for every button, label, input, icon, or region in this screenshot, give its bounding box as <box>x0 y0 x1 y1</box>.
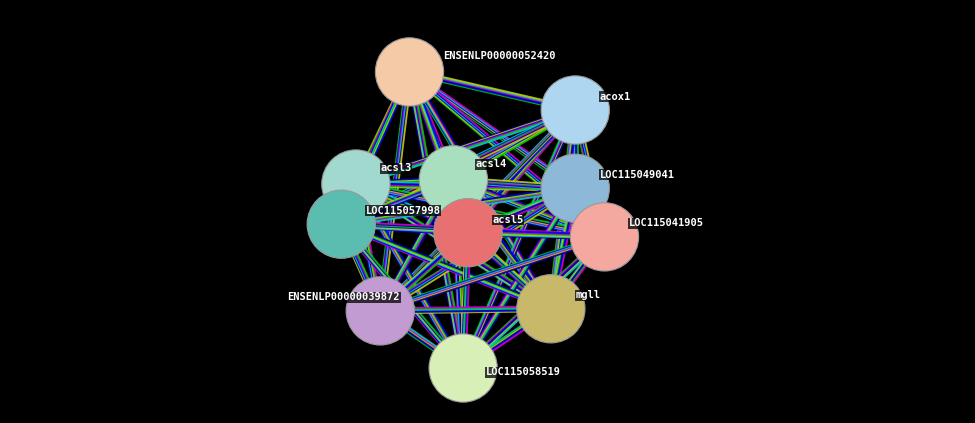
Text: LOC115058519: LOC115058519 <box>486 367 561 377</box>
Ellipse shape <box>375 38 444 106</box>
Ellipse shape <box>541 154 609 222</box>
Text: mgll: mgll <box>575 290 601 300</box>
Text: LOC115057998: LOC115057998 <box>366 206 441 216</box>
Text: LOC115041905: LOC115041905 <box>629 218 704 228</box>
Ellipse shape <box>517 275 585 343</box>
Ellipse shape <box>346 277 414 345</box>
Ellipse shape <box>307 190 375 258</box>
Ellipse shape <box>419 146 488 214</box>
Text: acox1: acox1 <box>600 91 631 102</box>
Text: ENSENLP00000052420: ENSENLP00000052420 <box>444 51 556 61</box>
Ellipse shape <box>434 198 502 267</box>
Text: LOC115049041: LOC115049041 <box>600 170 675 180</box>
Text: acsl3: acsl3 <box>380 163 411 173</box>
Text: acsl5: acsl5 <box>492 215 524 225</box>
Ellipse shape <box>429 334 497 402</box>
Text: ENSENLP00000039872: ENSENLP00000039872 <box>288 292 400 302</box>
Ellipse shape <box>322 150 390 218</box>
Ellipse shape <box>541 76 609 144</box>
Text: acsl4: acsl4 <box>476 159 507 169</box>
Ellipse shape <box>570 203 639 271</box>
